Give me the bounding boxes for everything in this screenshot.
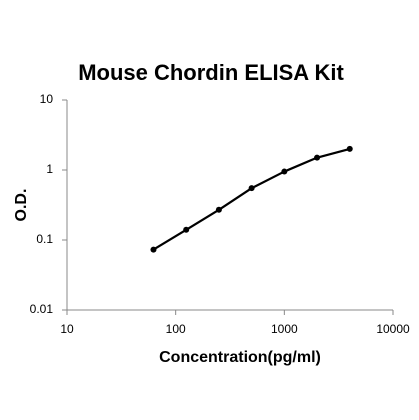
y-tick-label: 10 — [40, 92, 54, 106]
data-point — [314, 154, 321, 161]
y-tick-label: 0.1 — [36, 232, 53, 246]
x-tick-label: 1000 — [271, 322, 298, 336]
x-tick-label: 100 — [166, 322, 186, 336]
y-tick-label: 1 — [46, 162, 53, 176]
y-axis-title: O.D. — [13, 189, 30, 222]
chart-title: Mouse Chordin ELISA Kit — [78, 60, 344, 85]
x-tick-label: 10 — [60, 322, 74, 336]
data-point — [346, 145, 353, 152]
data-point — [150, 246, 157, 253]
y-tick-label: 0.01 — [30, 302, 54, 316]
data-point — [215, 206, 222, 213]
data-point — [281, 168, 288, 175]
data-line — [152, 147, 351, 251]
data-point — [183, 226, 190, 233]
x-axis-title: Concentration(pg/ml) — [159, 349, 321, 366]
data-point — [248, 185, 255, 192]
x-tick-label: 10000 — [376, 322, 410, 336]
